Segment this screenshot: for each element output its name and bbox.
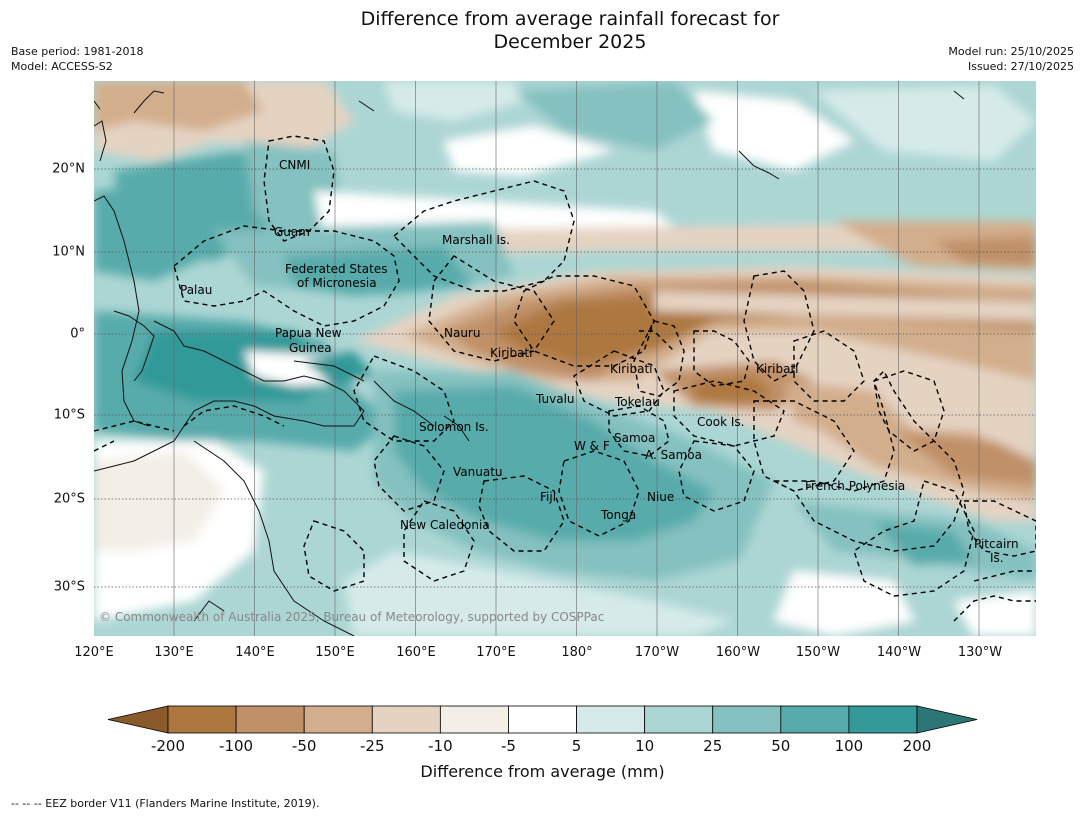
label-png-2: Guinea: [289, 341, 332, 355]
x-tick: 140°E: [235, 645, 275, 660]
x-tick: 140°W: [876, 645, 922, 660]
region-labels: CNMI Guam Marshall Is. Federated States …: [180, 158, 1019, 565]
title-line-1: Difference from average rainfall forecas…: [360, 8, 780, 30]
colorbar-segment: [712, 705, 782, 734]
label-french-polynesia: French Polynesia: [805, 479, 905, 493]
y-tick: 20°N: [52, 161, 85, 177]
colorbar: [107, 705, 978, 734]
rainfall-field: [94, 81, 1036, 636]
base-period: Base period: 1981-2018: [11, 45, 144, 58]
y-tick: 30°S: [53, 579, 85, 595]
label-a-samoa: A. Samoa: [645, 448, 702, 462]
x-tick: 120°E: [74, 645, 114, 660]
y-tick: 0°: [70, 326, 85, 342]
label-vanuatu: Vanuatu: [453, 465, 503, 479]
label-w-and-f: W & F: [574, 439, 610, 453]
y-tick: 10°N: [52, 244, 85, 260]
colorbar-segment: [576, 705, 646, 734]
label-fsm-1: Federated States: [285, 262, 387, 276]
label-fiji: Fiji: [540, 490, 556, 504]
label-nauru: Nauru: [444, 326, 480, 340]
label-pitcairn-1: Pitcairn: [974, 537, 1019, 551]
parallels: [94, 168, 1036, 588]
colorbar-segment: [167, 705, 237, 734]
model-name: Model: ACCESS-S2: [11, 60, 113, 73]
label-png-1: Papua New: [275, 326, 342, 340]
rainfall-map: CNMI Guam Marshall Is. Federated States …: [93, 81, 1037, 637]
colorbar-segment: [235, 705, 305, 734]
x-tick: 170°E: [476, 645, 516, 660]
label-new-caledonia: New Caledonia: [400, 518, 490, 532]
label-kiribati-east: Kiribati: [756, 362, 798, 376]
x-tick: 150°E: [315, 645, 355, 660]
label-tonga: Tonga: [600, 508, 636, 522]
colorbar-tick-label: 100: [834, 737, 864, 755]
colorbar-segment: [780, 705, 850, 734]
colorbar-tick-label: 10: [635, 737, 655, 755]
meridians: [173, 81, 980, 636]
colorbar-tick-label: -100: [219, 737, 254, 755]
model-run: Model run: 25/10/2025: [948, 45, 1074, 58]
x-tick: 130°W: [957, 645, 1003, 660]
label-guam: Guam: [274, 225, 310, 239]
x-tick: 170°W: [634, 645, 680, 660]
map-title: Difference from average rainfall forecas…: [0, 8, 1085, 54]
colorbar-tick-label: -25: [360, 737, 385, 755]
label-marshall: Marshall Is.: [442, 233, 510, 247]
colorbar-tick-label: 50: [771, 737, 791, 755]
meta-left: Base period: 1981-2018 Model: ACCESS-S2: [11, 44, 143, 74]
label-cook-is: Cook Is.: [697, 415, 744, 429]
x-tick: 130°E: [154, 645, 194, 660]
colorbar-title: Difference from average (mm): [420, 762, 665, 781]
label-kiribati-central: Kiribati: [610, 362, 652, 376]
colorbar-segment: [644, 705, 714, 734]
label-solomon: Solomon Is.: [419, 420, 489, 434]
colorbar-tick-label: 200: [902, 737, 932, 755]
colorbar-tick-label: 5: [571, 737, 582, 755]
label-tokelau: Tokelau: [614, 395, 660, 409]
x-tick: 160°W: [715, 645, 761, 660]
colorbar-tick-label: -50: [291, 737, 317, 755]
colorbar-tick-label: -200: [150, 737, 186, 755]
colorbar-segment: [371, 705, 441, 734]
colorbar-extend-low: [107, 705, 169, 734]
label-tuvalu: Tuvalu: [535, 392, 575, 406]
colorbar-segment: [508, 705, 577, 734]
y-tick: 10°S: [53, 407, 85, 423]
label-niue: Niue: [647, 490, 674, 504]
label-pitcairn-2: Is.: [990, 551, 1004, 565]
x-tick: 180°: [561, 645, 593, 660]
colorbar-extend-high: [916, 705, 978, 734]
colorbar-segment: [439, 705, 509, 734]
label-samoa: Samoa: [614, 431, 655, 445]
colorbar-segment: [303, 705, 373, 734]
colorbar-segments: [107, 705, 978, 734]
meta-right: Model run: 25/10/2025 Issued: 27/10/2025: [948, 44, 1074, 74]
colorbar-tick-label: -10: [428, 737, 453, 755]
copyright-notice: © Commonwealth of Australia 2025, Bureau…: [99, 610, 604, 624]
x-tick: 160°E: [396, 645, 436, 660]
colorbar-tick-label: 25: [703, 737, 723, 755]
label-fsm-2: of Micronesia: [297, 276, 377, 290]
coastlines: [93, 90, 965, 637]
colorbar-segment: [848, 705, 918, 734]
issued-date: Issued: 27/10/2025: [967, 60, 1074, 73]
x-tick: 150°W: [795, 645, 841, 660]
map-svg: CNMI Guam Marshall Is. Federated States …: [93, 81, 1037, 637]
colorbar-tick-label: -5: [500, 737, 516, 755]
label-kiribati-west: Kiribati: [490, 346, 532, 360]
eez-borders: [93, 135, 1037, 622]
label-palau: Palau: [180, 283, 212, 297]
title-line-2: December 2025: [493, 31, 647, 53]
eez-footnote: -- -- -- EEZ border V11 (Flanders Marine…: [11, 797, 320, 810]
y-tick: 20°S: [53, 491, 85, 507]
label-cnmi: CNMI: [279, 158, 310, 172]
